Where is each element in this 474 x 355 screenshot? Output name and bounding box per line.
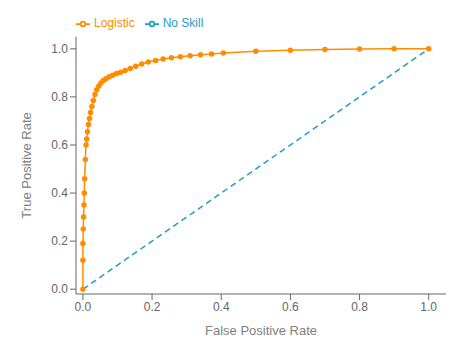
svg-text:1.0: 1.0: [51, 42, 68, 56]
svg-text:0.2: 0.2: [51, 234, 68, 248]
svg-text:True Positive Rate: True Positive Rate: [19, 112, 34, 218]
svg-text:0.0: 0.0: [51, 282, 68, 296]
svg-text:0.8: 0.8: [351, 300, 368, 314]
svg-text:0.0: 0.0: [75, 300, 92, 314]
svg-text:0.4: 0.4: [51, 186, 68, 200]
html-text:No Skill: No Skill: [162, 16, 204, 30]
svg-text:1.0: 1.0: [420, 300, 437, 314]
html-text:Logistic: Logistic: [94, 16, 135, 30]
svg-text:0.8: 0.8: [51, 90, 68, 104]
svg-text:False Positive Rate: False Positive Rate: [205, 323, 317, 338]
svg-text:0.4: 0.4: [213, 300, 230, 314]
svg-text:0.2: 0.2: [144, 300, 161, 314]
svg-text:0.6: 0.6: [282, 300, 299, 314]
svg-text:0.6: 0.6: [51, 138, 68, 152]
